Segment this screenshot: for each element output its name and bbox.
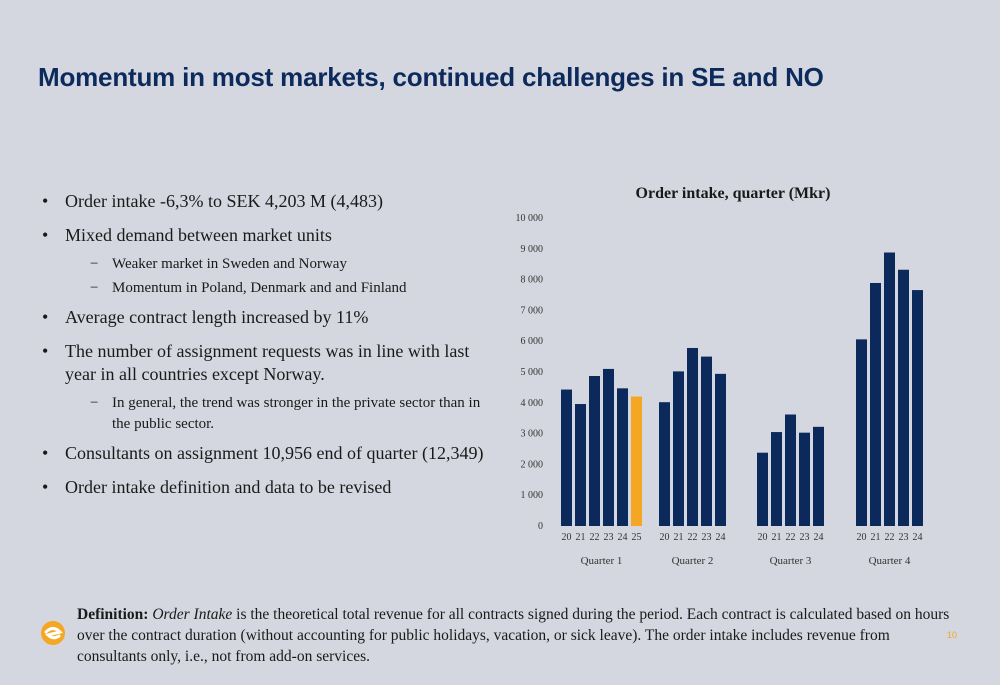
y-tick-label: 0 bbox=[538, 521, 543, 532]
bar-quarter-1-25 bbox=[631, 396, 642, 526]
sub-bullet-text: Weaker market in Sweden and Norway bbox=[112, 256, 347, 272]
x-tick-label: 21 bbox=[674, 532, 684, 543]
bullet-item: • Order intake -6,3% to SEK 4,203 M (4,48… bbox=[40, 190, 500, 213]
bar-quarter-2-20 bbox=[659, 402, 670, 526]
bar-quarter-1-22 bbox=[589, 376, 600, 526]
x-tick-label: 20 bbox=[857, 532, 867, 543]
bullet-glyph: • bbox=[42, 191, 49, 211]
chart-title: Order intake, quarter (Mkr) bbox=[636, 185, 831, 202]
bullet-item: • Mixed demand between market units bbox=[40, 224, 500, 247]
definition-text: Definition: Order Intake is the theoreti… bbox=[77, 604, 957, 667]
bar-quarter-2-21 bbox=[673, 371, 684, 526]
y-tick-label: 8 000 bbox=[521, 275, 544, 286]
bar-quarter-1-23 bbox=[603, 368, 614, 526]
x-tick-label: 21 bbox=[772, 532, 782, 543]
sub-bullet-item: − In general, the trend was stronger in t… bbox=[40, 393, 500, 435]
sub-bullet-text: Momentum in Poland, Denmark and and Finl… bbox=[112, 280, 407, 296]
bullet-text: Consultants on assignment 10,956 end of … bbox=[65, 443, 484, 463]
sub-bullet-text: In general, the trend was stronger in th… bbox=[112, 395, 481, 432]
y-tick-label: 6 000 bbox=[521, 336, 544, 347]
x-tick-label: 23 bbox=[604, 532, 614, 543]
x-tick-label: 20 bbox=[758, 532, 768, 543]
x-tick-label: 22 bbox=[786, 532, 796, 543]
bar-quarter-4-23 bbox=[898, 269, 909, 526]
x-tick-label: 24 bbox=[913, 532, 923, 543]
bullet-glyph: • bbox=[42, 477, 49, 497]
order-intake-chart: Order intake, quarter (Mkr) 0 1 000 2 000 3 … bbox=[505, 178, 965, 578]
dash-glyph: − bbox=[90, 395, 99, 411]
x-tick-label: 25 bbox=[632, 532, 642, 543]
sub-bullet-item: − Momentum in Poland, Denmark and and Fin… bbox=[40, 278, 500, 299]
y-tick-label: 1 000 bbox=[521, 490, 544, 501]
bar-quarter-1-20 bbox=[561, 389, 572, 526]
bar-quarter-3-22 bbox=[785, 414, 796, 526]
x-tick-label: 23 bbox=[899, 532, 909, 543]
x-tick-label: 22 bbox=[590, 532, 600, 543]
bar-quarter-3-23 bbox=[799, 432, 810, 526]
bar-quarter-3-24 bbox=[813, 426, 824, 526]
group-label: Quarter 3 bbox=[770, 555, 812, 567]
y-tick-label: 2 000 bbox=[521, 459, 544, 470]
sub-bullet-item: − Weaker market in Sweden and Norway bbox=[40, 254, 500, 275]
dash-glyph: − bbox=[90, 280, 99, 296]
bullet-glyph: • bbox=[42, 225, 49, 245]
bullet-text: Order intake definition and data to be r… bbox=[65, 477, 392, 497]
definition-label: Definition: bbox=[77, 606, 149, 623]
y-tick-label: 4 000 bbox=[521, 398, 544, 409]
x-tick-label: 24 bbox=[814, 532, 824, 543]
bullet-item: • The number of assignment requests was i… bbox=[40, 340, 500, 386]
definition-body: is the theoretical total revenue for all… bbox=[77, 606, 950, 665]
bar-quarter-2-23 bbox=[701, 356, 712, 526]
y-tick-label: 3 000 bbox=[521, 429, 544, 440]
bar-quarter-4-24 bbox=[912, 290, 923, 526]
y-tick-label: 5 000 bbox=[521, 367, 544, 378]
x-tick-label: 21 bbox=[871, 532, 881, 543]
y-tick-label: 9 000 bbox=[521, 244, 544, 255]
bar-quarter-3-20 bbox=[757, 452, 768, 526]
bullet-glyph: • bbox=[42, 307, 49, 327]
bar-quarter-4-21 bbox=[870, 282, 881, 526]
bullet-list: • Order intake -6,3% to SEK 4,203 M (4,48… bbox=[40, 190, 500, 510]
definition-term: Order Intake bbox=[152, 606, 233, 623]
bar-quarter-1-24 bbox=[617, 388, 628, 526]
bar-quarter-2-24 bbox=[715, 373, 726, 526]
x-tick-label: 22 bbox=[688, 532, 698, 543]
bullet-text: Average contract length increased by 11% bbox=[65, 307, 369, 327]
slide-title: Momentum in most markets, continued chal… bbox=[38, 62, 824, 92]
x-tick-label: 23 bbox=[702, 532, 712, 543]
bar-quarter-2-22 bbox=[687, 347, 698, 526]
x-tick-label: 24 bbox=[618, 532, 628, 543]
bar-quarter-4-20 bbox=[856, 339, 867, 526]
company-logo bbox=[40, 620, 66, 646]
y-tick-label: 7 000 bbox=[521, 305, 544, 316]
x-tick-label: 24 bbox=[716, 532, 726, 543]
group-label: Quarter 2 bbox=[672, 555, 714, 567]
bullet-glyph: • bbox=[42, 341, 49, 361]
x-tick-label: 21 bbox=[576, 532, 586, 543]
bullet-text: Order intake -6,3% to SEK 4,203 M (4,483… bbox=[65, 191, 383, 211]
chart-canvas: Order intake, quarter (Mkr) 0 1 000 2 000 3 … bbox=[516, 185, 923, 567]
bullet-glyph: • bbox=[42, 443, 49, 463]
y-tick-label: 10 000 bbox=[516, 213, 544, 224]
x-tick-label: 23 bbox=[800, 532, 810, 543]
x-tick-label: 20 bbox=[562, 532, 572, 543]
group-label: Quarter 4 bbox=[869, 555, 911, 567]
bullet-text: The number of assignment requests was in… bbox=[65, 341, 470, 384]
bullet-item: • Consultants on assignment 10,956 end of… bbox=[40, 442, 500, 465]
bullet-text: Mixed demand between market units bbox=[65, 225, 332, 245]
x-tick-label: 20 bbox=[660, 532, 670, 543]
bar-quarter-1-21 bbox=[575, 404, 586, 526]
bar-quarter-3-21 bbox=[771, 432, 782, 526]
x-tick-label: 22 bbox=[885, 532, 895, 543]
bar-quarter-4-22 bbox=[884, 252, 895, 526]
page-number: 10 bbox=[947, 630, 958, 640]
dash-glyph: − bbox=[90, 256, 99, 272]
group-label: Quarter 1 bbox=[581, 555, 623, 567]
bullet-item: • Order intake definition and data to be … bbox=[40, 476, 500, 499]
bullet-item: • Average contract length increased by 11… bbox=[40, 306, 500, 329]
